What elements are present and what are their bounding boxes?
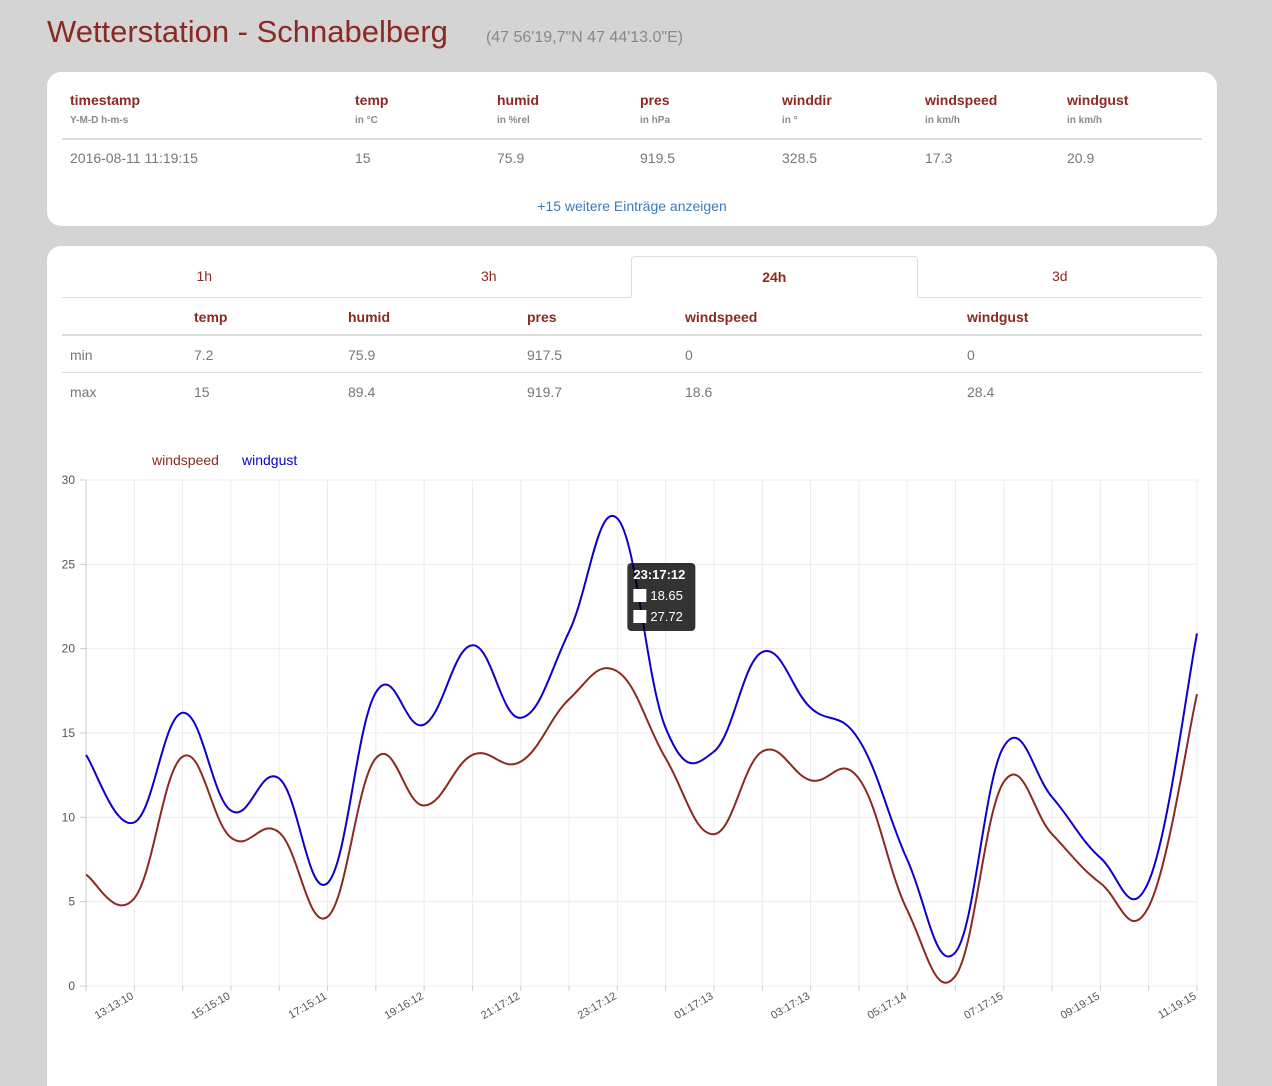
- stats-cell: 919.7: [527, 384, 563, 400]
- column-unit: in km/h: [1067, 115, 1103, 126]
- column-header: pres: [640, 92, 670, 108]
- column-header: humid: [497, 92, 539, 108]
- stats-cell: 7.2: [194, 347, 214, 363]
- latest-reading-panel: timestamp Y-M-D h-m-s temp in °C humid i…: [47, 72, 1217, 226]
- column-unit: in hPa: [640, 115, 671, 126]
- stats-row-divider: [62, 372, 1202, 373]
- stats-cell: 0: [685, 347, 693, 363]
- column-humid: humid in %rel: [497, 92, 539, 126]
- stats-header-divider: [62, 334, 1202, 336]
- tab-3h[interactable]: 3h: [480, 268, 497, 284]
- legend-windgust[interactable]: windgust: [242, 452, 298, 468]
- cell-humid: 75.9: [497, 150, 525, 166]
- y-tick-label: 15: [62, 726, 76, 740]
- column-windspeed: windspeed in km/h: [925, 92, 997, 126]
- stats-header-windgust: windgust: [967, 309, 1029, 325]
- column-unit: Y-M-D h-m-s: [70, 115, 129, 126]
- stats-row-label: min: [70, 347, 93, 363]
- x-tick-label: 01:17:13: [672, 990, 715, 1022]
- y-tick-label: 20: [62, 642, 76, 656]
- x-tick-label: 03:17:13: [769, 990, 812, 1022]
- tooltip-swatch: [633, 589, 647, 602]
- column-header: winddir: [782, 92, 832, 108]
- stats-header-temp: temp: [194, 309, 228, 325]
- tooltip-value: 27.72: [650, 609, 683, 624]
- header-divider: [62, 138, 1202, 140]
- x-tick-label: 11:19:15: [1156, 990, 1198, 1021]
- page-header: Wetterstation - Schnabelberg (47 56'19,7…: [47, 14, 683, 58]
- series-line-windspeed: [85, 667, 1198, 984]
- legend-windspeed[interactable]: windspeed: [152, 452, 219, 468]
- tab-1h[interactable]: 1h: [196, 268, 213, 284]
- column-unit: in °: [782, 115, 798, 126]
- station-coordinates: (47 56'19,7"N 47 44'13.0"E): [485, 29, 684, 46]
- stats-cell: 89.4: [348, 384, 376, 400]
- stats-header-humid: humid: [348, 309, 390, 325]
- history-panel: 1h 3h 24h 3d temp humid pres windspeed w…: [47, 246, 1217, 1086]
- column-windgust: windgust in km/h: [1067, 92, 1128, 126]
- x-tick-label: 05:17:14: [866, 990, 909, 1022]
- stats-cell: 18.6: [685, 384, 713, 400]
- stats-header-windspeed: windspeed: [685, 309, 758, 325]
- x-tick-label: 17:15:11: [287, 990, 329, 1021]
- tooltip-swatch: [633, 610, 647, 623]
- x-tick-label: 15:15:10: [189, 990, 232, 1022]
- y-tick-label: 10: [62, 810, 76, 824]
- column-header: timestamp: [70, 92, 141, 108]
- column-winddir: winddir in °: [782, 92, 832, 126]
- stats-row-label: max: [70, 384, 97, 400]
- column-header: temp: [355, 92, 389, 108]
- cell-timestamp: 2016-08-11 11:19:15: [70, 150, 198, 166]
- wind-chart: 0 5 10 15 20 25 30 13:13:10 15:15:10 17:15:11 19:1…: [62, 473, 1199, 1022]
- x-tick-label: 09:19:15: [1059, 990, 1102, 1022]
- stats-cell: 0: [967, 347, 975, 363]
- tab-24h[interactable]: 24h: [631, 256, 918, 298]
- x-tick-label: 13:13:10: [93, 990, 136, 1022]
- x-tick-label: 19:16:12: [383, 990, 426, 1022]
- column-pres: pres in hPa: [640, 92, 670, 126]
- tooltip-title: 23:17:12: [633, 567, 685, 582]
- cell-windspeed: 17.3: [925, 150, 953, 166]
- cell-pres: 919.5: [640, 150, 676, 166]
- column-header: windspeed: [925, 92, 998, 108]
- tab-3d[interactable]: 3d: [1051, 268, 1068, 284]
- page-title: Wetterstation - Schnabelberg: [47, 14, 448, 49]
- stats-header-pres: pres: [527, 309, 557, 325]
- column-temp: temp in °C: [355, 92, 388, 126]
- range-tabs: 1h 3h 24h 3d: [62, 256, 1202, 298]
- x-tick-label: 21:17:12: [479, 990, 522, 1022]
- cell-winddir: 328.5: [782, 150, 818, 166]
- y-tick-label: 30: [62, 473, 76, 487]
- show-more-link[interactable]: +15 weitere Einträge anzeigen: [537, 198, 727, 214]
- cell-windgust: 20.9: [1067, 150, 1095, 166]
- y-tick-label: 0: [68, 979, 75, 993]
- column-unit: in %rel: [497, 115, 530, 126]
- column-unit: in °C: [355, 115, 378, 126]
- cell-temp: 15: [355, 150, 371, 166]
- y-tick-label: 5: [68, 895, 75, 909]
- column-unit: in km/h: [925, 115, 961, 126]
- column-timestamp: timestamp Y-M-D h-m-s: [70, 92, 140, 126]
- column-header: windgust: [1067, 92, 1129, 108]
- x-tick-label: 23:17:12: [576, 990, 619, 1022]
- stats-cell: 917.5: [527, 347, 563, 363]
- stats-cell: 28.4: [967, 384, 995, 400]
- tooltip-value: 18.65: [650, 588, 683, 603]
- x-tick-label: 07:17:15: [962, 990, 1005, 1022]
- stats-cell: 15: [194, 384, 210, 400]
- stats-cell: 75.9: [348, 347, 376, 363]
- y-tick-label: 25: [62, 557, 76, 571]
